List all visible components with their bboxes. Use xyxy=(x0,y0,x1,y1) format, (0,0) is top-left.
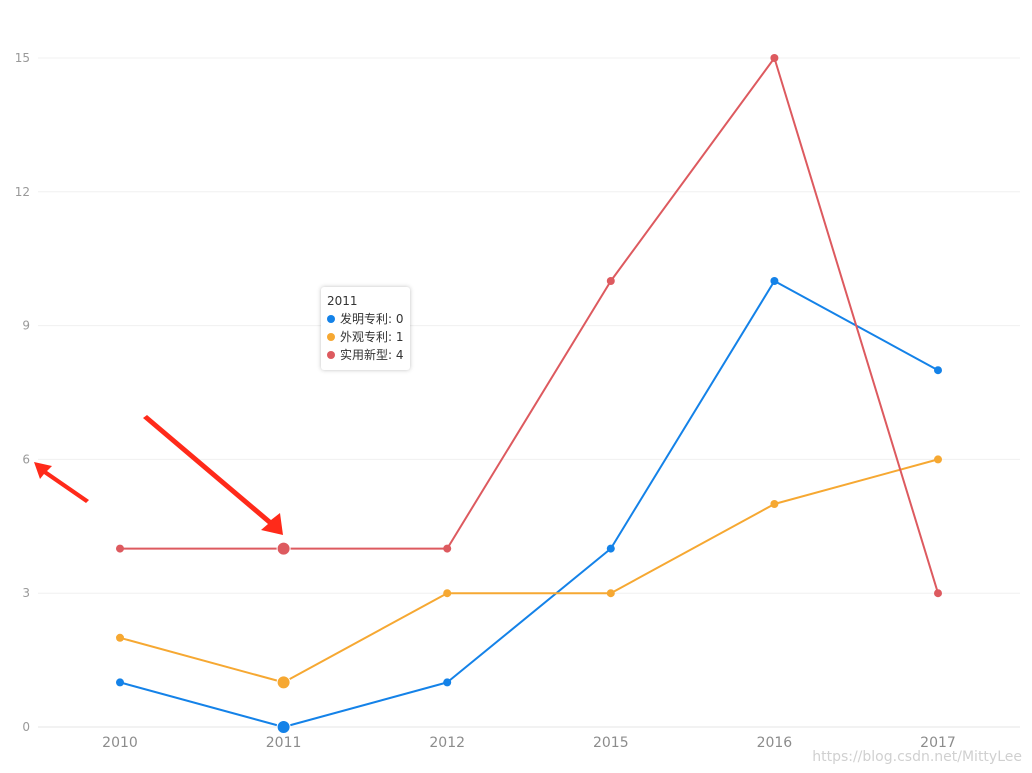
series-line xyxy=(119,280,939,728)
y-tick-label: 15 xyxy=(15,51,30,65)
y-tick-label: 9 xyxy=(22,319,30,333)
data-point xyxy=(770,277,779,285)
data-point xyxy=(606,544,615,553)
y-tick-label: 12 xyxy=(15,185,30,199)
data-point xyxy=(116,544,124,553)
y-tick-label: 3 xyxy=(22,586,30,600)
data-point xyxy=(276,720,291,734)
x-tick-label: 2016 xyxy=(757,735,793,751)
watermark: https://blog.csdn.net/MittyLee xyxy=(812,749,1022,765)
data-point xyxy=(770,54,779,62)
data-point xyxy=(276,675,291,690)
tooltip-marker-icon xyxy=(327,315,335,323)
x-tick-label: 2011 xyxy=(266,735,302,751)
x-axis-ticks: 2010 2011 2012 2015 2016 2017 xyxy=(102,735,956,751)
tooltip-row-label: 外观专利: 1 xyxy=(340,330,404,344)
tooltip-row: 实用新型: 4 xyxy=(327,346,404,364)
tooltip-marker-icon xyxy=(327,333,335,341)
data-point xyxy=(276,541,291,556)
series-line xyxy=(120,57,939,594)
grid-lines xyxy=(38,57,1020,728)
data-point xyxy=(606,277,615,285)
tooltip-row-label: 实用新型: 4 xyxy=(340,348,404,362)
x-tick-label: 2017 xyxy=(920,735,956,751)
tooltip: 2011 发明专利: 0 外观专利: 1 实用新型: 4 xyxy=(321,287,410,370)
y-tick-label: 0 xyxy=(22,720,30,734)
tooltip-title: 2011 xyxy=(327,294,358,308)
series-group xyxy=(116,54,942,734)
series-line xyxy=(119,458,939,684)
y-tick-label: 6 xyxy=(22,452,30,466)
annotations xyxy=(34,415,283,535)
data-point xyxy=(443,544,452,553)
tooltip-marker-icon xyxy=(327,351,335,359)
tooltip-row-label: 发明专利: 0 xyxy=(340,312,404,326)
tooltip-row: 外观专利: 1 xyxy=(327,328,404,346)
data-point xyxy=(934,455,942,464)
annotation-arrow xyxy=(34,462,89,503)
data-point xyxy=(116,678,124,687)
annotation-arrow xyxy=(143,415,283,535)
data-point xyxy=(934,589,942,598)
x-tick-label: 2015 xyxy=(593,735,629,751)
data-point xyxy=(443,678,452,687)
x-tick-label: 2010 xyxy=(102,735,138,751)
data-point xyxy=(116,633,124,642)
data-point xyxy=(443,589,452,598)
data-point xyxy=(934,366,942,375)
y-axis-ticks: 0 3 6 9 12 15 xyxy=(15,51,30,734)
tooltip-row: 发明专利: 0 xyxy=(327,310,404,328)
x-tick-label: 2012 xyxy=(429,735,465,751)
data-point xyxy=(770,500,779,508)
data-point xyxy=(606,589,615,598)
